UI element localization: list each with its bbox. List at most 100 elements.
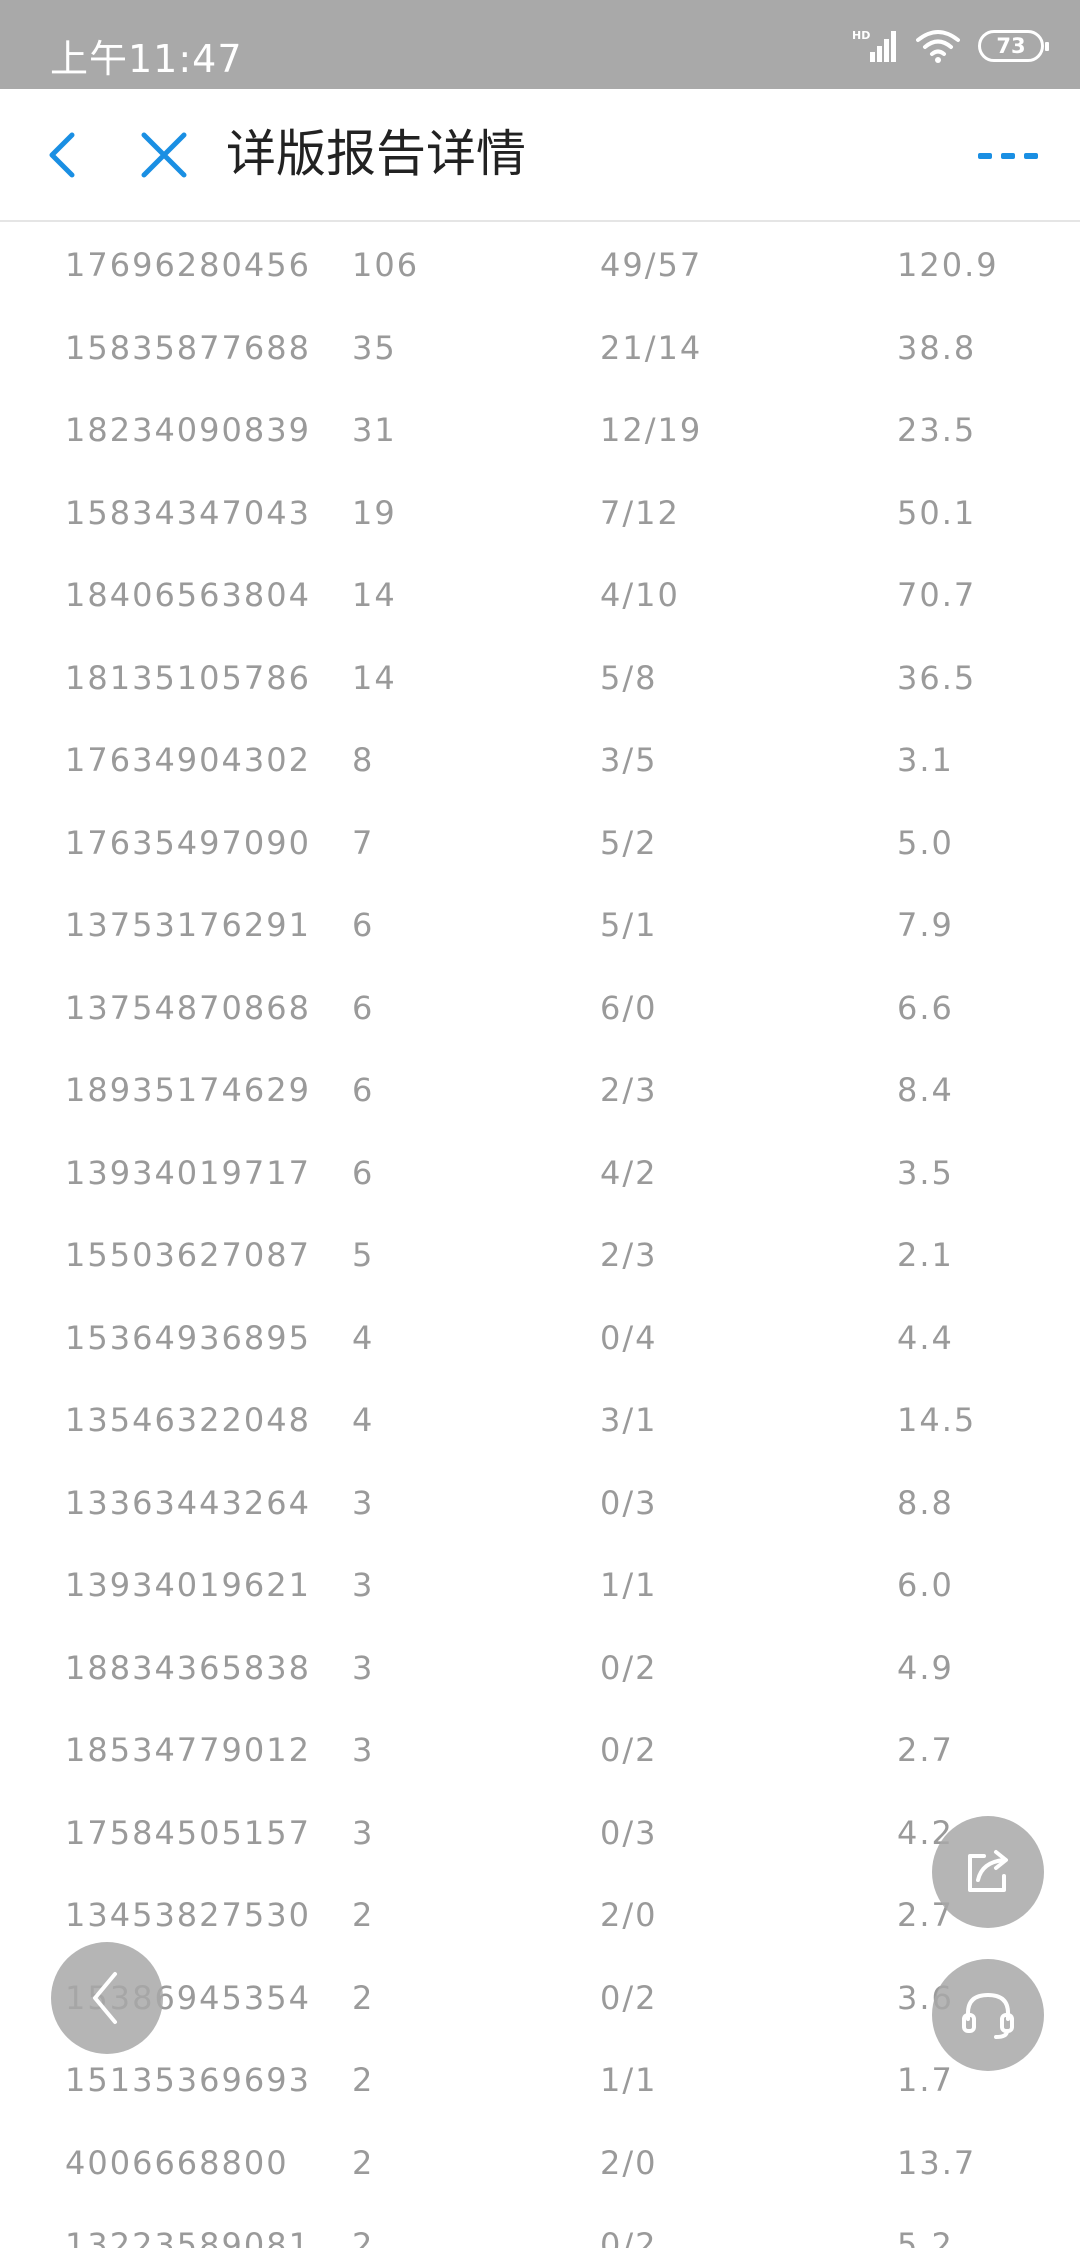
duration: 5.2 xyxy=(897,2226,954,2248)
phone-number: 17584505157 xyxy=(65,1813,311,1852)
share-button[interactable] xyxy=(932,1816,1044,1928)
table-row: 15834347043 19 7/12 50.1 xyxy=(0,472,1080,555)
in-out-count: 7/12 xyxy=(600,493,680,532)
chevron-left-icon[interactable] xyxy=(36,125,96,185)
table-row: 17634904302 8 3/5 3.1 xyxy=(0,719,1080,802)
duration: 23.5 xyxy=(897,411,977,449)
call-count: 3 xyxy=(352,1813,375,1852)
phone-number: 13223589081 xyxy=(65,2226,311,2248)
in-out-count: 1/1 xyxy=(600,2061,658,2099)
in-out-count: 0/3 xyxy=(600,1813,658,1852)
phone-number: 15503627087 xyxy=(65,1236,311,1274)
in-out-count: 4/2 xyxy=(600,1153,658,1192)
table-row: 18135105786 14 5/8 36.5 xyxy=(0,637,1080,720)
table-row: 13754870868 6 6/0 6.6 xyxy=(0,967,1080,1050)
call-count: 106 xyxy=(352,246,420,284)
in-out-count: 6/0 xyxy=(600,988,658,1027)
call-count: 14 xyxy=(352,658,397,697)
phone-number: 18935174629 xyxy=(65,1071,311,1109)
table-row: 18406563804 14 4/10 70.7 xyxy=(0,554,1080,637)
in-out-count: 5/1 xyxy=(600,906,658,944)
duration: 6.0 xyxy=(897,1566,954,1604)
duration: 6.6 xyxy=(897,988,954,1027)
table-row: 15364936895 4 0/4 4.4 xyxy=(0,1297,1080,1380)
phone-number: 13934019717 xyxy=(65,1153,311,1192)
call-count: 2 xyxy=(352,2143,375,2182)
call-count: 6 xyxy=(352,988,375,1027)
duration: 1.7 xyxy=(897,2061,954,2099)
call-count: 2 xyxy=(352,2061,375,2099)
status-time: 上午11:47 xyxy=(50,37,243,81)
table-row: 13453827530 2 2/0 2.7 xyxy=(0,1874,1080,1957)
phone-number: 4006668800 xyxy=(65,2143,289,2182)
duration: 70.7 xyxy=(897,576,977,614)
call-count: 7 xyxy=(352,823,375,862)
table-row: 13363443264 3 0/3 8.8 xyxy=(0,1462,1080,1545)
in-out-count: 3/5 xyxy=(600,741,658,779)
duration: 3.1 xyxy=(897,741,954,779)
table-row: 15135369693 2 1/1 1.7 xyxy=(0,2039,1080,2122)
table-row: 15503627087 5 2/3 2.1 xyxy=(0,1214,1080,1297)
call-count: 6 xyxy=(352,1071,375,1109)
call-count: 35 xyxy=(352,328,397,367)
call-count: 5 xyxy=(352,1236,375,1274)
table-row: 13546322048 4 3/1 14.5 xyxy=(0,1379,1080,1462)
phone-number: 13754870868 xyxy=(65,988,311,1027)
in-out-count: 1/1 xyxy=(600,1566,658,1604)
phone-number: 15135369693 xyxy=(65,2061,311,2099)
table-row: 18834365838 3 0/2 4.9 xyxy=(0,1627,1080,1710)
duration: 2.1 xyxy=(897,1236,954,1274)
in-out-count: 0/3 xyxy=(600,1483,658,1522)
duration: 4.4 xyxy=(897,1318,954,1357)
phone-number: 15835877688 xyxy=(65,328,311,367)
call-count: 3 xyxy=(352,1566,375,1604)
table-row: 17696280456 106 49/57 120.9 xyxy=(0,224,1080,307)
more-icon[interactable] xyxy=(976,141,1040,171)
call-count: 8 xyxy=(352,741,375,779)
call-count: 3 xyxy=(352,1731,375,1769)
in-out-count: 0/2 xyxy=(600,1648,658,1687)
in-out-count: 2/0 xyxy=(600,2143,658,2182)
in-out-count: 0/2 xyxy=(600,2226,658,2248)
call-count: 6 xyxy=(352,906,375,944)
call-count: 19 xyxy=(352,493,397,532)
duration: 8.8 xyxy=(897,1483,954,1522)
in-out-count: 2/3 xyxy=(600,1236,658,1274)
call-count: 2 xyxy=(352,2226,375,2248)
customer-service-button[interactable] xyxy=(932,1959,1044,2071)
table-row: 13934019717 6 4/2 3.5 xyxy=(0,1132,1080,1215)
in-out-count: 5/2 xyxy=(600,823,658,862)
call-count: 3 xyxy=(352,1648,375,1687)
wifi-icon xyxy=(916,30,960,63)
duration: 50.1 xyxy=(897,493,977,532)
call-detail-table: 17696280456 106 49/57 120.9 15835877688 35 21/… xyxy=(0,224,1080,2248)
close-icon[interactable] xyxy=(134,125,194,185)
phone-number: 18834365838 xyxy=(65,1648,311,1687)
phone-number: 18406563804 xyxy=(65,576,311,614)
phone-number: 13453827530 xyxy=(65,1896,311,1934)
in-out-count: 5/8 xyxy=(600,658,658,697)
phone-number: 15834347043 xyxy=(65,493,311,532)
table-row: 18935174629 6 2/3 8.4 xyxy=(0,1049,1080,1132)
call-count: 4 xyxy=(352,1318,375,1357)
duration: 14.5 xyxy=(897,1401,977,1439)
call-count: 14 xyxy=(352,576,397,614)
floating-back-button[interactable] xyxy=(51,1942,163,2054)
table-row: 17584505157 3 0/3 4.2 xyxy=(0,1792,1080,1875)
duration: 38.8 xyxy=(897,328,977,367)
duration: 2.7 xyxy=(897,1731,954,1769)
signal-icon: HD xyxy=(852,29,896,62)
duration: 7.9 xyxy=(897,906,954,944)
in-out-count: 0/4 xyxy=(600,1318,658,1357)
in-out-count: 12/19 xyxy=(600,411,703,449)
in-out-count: 0/2 xyxy=(600,1978,658,2017)
network-type-label: HD xyxy=(852,29,870,42)
call-count: 3 xyxy=(352,1483,375,1522)
headset-icon xyxy=(962,1992,1014,2039)
phone-number: 18234090839 xyxy=(65,411,311,449)
page-title: 详版报告详情 xyxy=(226,125,526,183)
table-row: 13753176291 6 5/1 7.9 xyxy=(0,884,1080,967)
phone-number: 17696280456 xyxy=(65,246,311,284)
nav-bar: 详版报告详情 xyxy=(0,89,1080,222)
in-out-count: 4/10 xyxy=(600,576,680,614)
